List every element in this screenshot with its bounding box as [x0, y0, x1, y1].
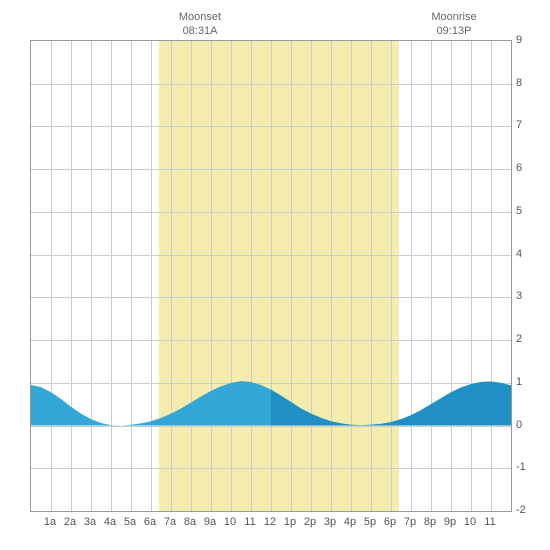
y-tick-label: -1: [516, 461, 526, 473]
x-tick-label: 3p: [324, 516, 336, 528]
tide-chart: -2-101234567891a2a3a4a5a6a7a8a9a1011121p…: [10, 10, 540, 540]
x-tick-label: 1p: [284, 516, 296, 528]
x-tick-label: 4a: [104, 516, 116, 528]
x-tick-label: 9a: [204, 516, 216, 528]
x-tick-label: 12: [264, 516, 276, 528]
x-tick-label: 2a: [64, 516, 76, 528]
y-tick-label: 5: [516, 205, 522, 217]
header-label: Moonset08:31A: [170, 10, 230, 39]
x-tick-label: 11: [244, 516, 255, 528]
x-tick-label: 9p: [444, 516, 456, 528]
x-tick-label: 5p: [364, 516, 376, 528]
tide-curve: [31, 41, 511, 511]
y-tick-label: -2: [516, 504, 526, 516]
x-tick-label: 8a: [184, 516, 196, 528]
header-label: Moonrise09:13P: [424, 10, 484, 39]
x-tick-label: 11: [484, 516, 495, 528]
header-subtitle: 09:13P: [424, 24, 484, 38]
y-tick-label: 2: [516, 333, 522, 345]
y-tick-label: 1: [516, 376, 522, 388]
tide-area-front: [271, 382, 511, 426]
x-tick-label: 6p: [384, 516, 396, 528]
header-title: Moonrise: [424, 10, 484, 24]
x-tick-label: 4p: [344, 516, 356, 528]
x-tick-label: 3a: [84, 516, 96, 528]
x-tick-label: 10: [224, 516, 236, 528]
x-tick-label: 8p: [424, 516, 436, 528]
x-tick-label: 1a: [44, 516, 56, 528]
x-tick-label: 6a: [144, 516, 156, 528]
plot-area: [30, 40, 512, 512]
x-tick-label: 10: [464, 516, 476, 528]
header-title: Moonset: [170, 10, 230, 24]
y-tick-label: 3: [516, 290, 522, 302]
y-tick-label: 7: [516, 119, 522, 131]
y-tick-label: 9: [516, 34, 522, 46]
x-tick-label: 7p: [404, 516, 416, 528]
x-tick-label: 5a: [124, 516, 136, 528]
header-subtitle: 08:31A: [170, 24, 230, 38]
y-tick-label: 8: [516, 77, 522, 89]
y-tick-label: 0: [516, 419, 522, 431]
y-tick-label: 4: [516, 248, 522, 260]
x-tick-label: 7a: [164, 516, 176, 528]
x-tick-label: 2p: [304, 516, 316, 528]
y-tick-label: 6: [516, 162, 522, 174]
